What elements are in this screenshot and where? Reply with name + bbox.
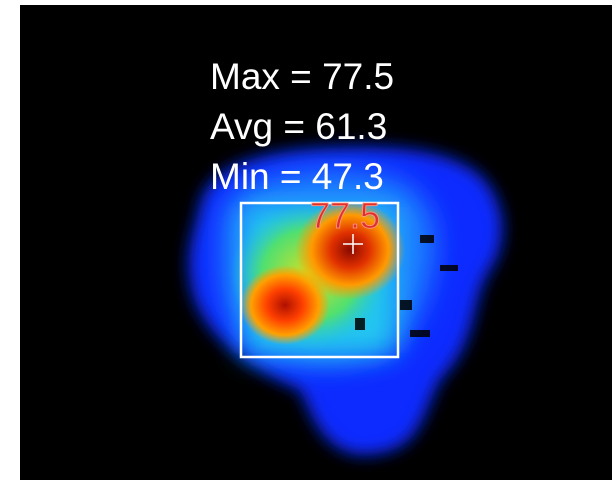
avg-readout: Avg = 61.3 — [210, 106, 387, 147]
crosshair — [343, 234, 363, 254]
spot-label: 77.5 — [310, 195, 380, 236]
thermal-blob — [188, 147, 503, 455]
max-readout: Max = 77.5 — [210, 56, 394, 97]
min-readout: Min = 47.3 — [210, 156, 384, 197]
measure-box — [239, 201, 400, 359]
